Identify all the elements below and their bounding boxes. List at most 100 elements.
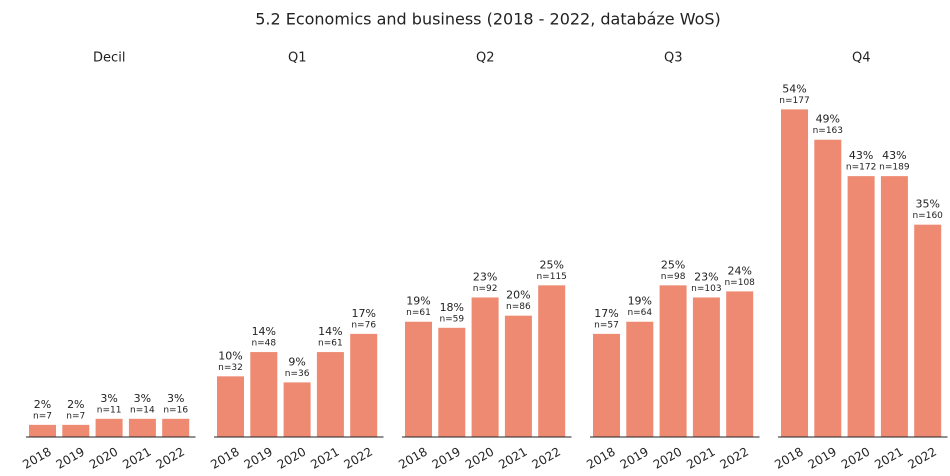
- count-label: n=160: [912, 211, 943, 221]
- bar: [847, 176, 875, 437]
- count-label: n=163: [813, 126, 843, 136]
- x-tick-label: 2021: [684, 445, 717, 472]
- bar: [814, 139, 842, 437]
- bar: [504, 315, 532, 437]
- panel-title: Q4: [852, 51, 871, 66]
- x-tick-label: 2022: [153, 445, 186, 472]
- bar: [471, 297, 499, 437]
- panel-title: Q2: [476, 51, 495, 66]
- x-tick-label: 2018: [208, 445, 241, 472]
- bar: [726, 291, 754, 437]
- bar: [128, 418, 156, 437]
- x-tick-label: 2022: [905, 445, 938, 472]
- value-label: 3%: [100, 392, 117, 405]
- value-label: 18%: [440, 301, 464, 314]
- value-label: 25%: [661, 258, 685, 271]
- value-label: 2%: [67, 398, 84, 411]
- bar: [880, 176, 908, 437]
- count-label: n=108: [724, 278, 755, 288]
- bar: [350, 333, 378, 437]
- x-tick-label: 2020: [463, 445, 496, 472]
- chart-title: 5.2 Economics and business (2018 - 2022,…: [255, 10, 721, 29]
- count-label: n=86: [506, 302, 531, 312]
- bar: [217, 376, 244, 437]
- count-label: n=98: [661, 272, 686, 282]
- count-label: n=92: [473, 284, 498, 294]
- bar: [626, 321, 654, 437]
- x-tick-label: 2021: [120, 445, 153, 472]
- value-label: 10%: [218, 349, 242, 362]
- x-tick-label: 2022: [341, 445, 374, 472]
- x-tick-label: 2020: [839, 445, 872, 472]
- x-tick-label: 2018: [772, 445, 805, 472]
- bar: [29, 424, 56, 437]
- value-label: 43%: [849, 149, 873, 162]
- bar: [162, 418, 190, 437]
- value-label: 49%: [816, 113, 840, 126]
- count-label: n=115: [536, 272, 566, 282]
- bar: [283, 382, 311, 437]
- bar: [538, 285, 566, 437]
- count-label: n=14: [130, 405, 155, 415]
- bar: [914, 224, 942, 437]
- count-label: n=61: [406, 308, 431, 318]
- value-label: 9%: [288, 355, 305, 368]
- value-label: 3%: [167, 392, 184, 405]
- panel-title: Q1: [288, 51, 307, 66]
- count-label: n=64: [627, 308, 652, 318]
- x-tick-label: 2019: [806, 445, 839, 472]
- value-label: 14%: [318, 325, 342, 338]
- bar: [438, 327, 466, 437]
- panel-title: Decil: [93, 51, 125, 66]
- bar: [316, 352, 344, 437]
- x-tick-label: 2021: [496, 445, 529, 472]
- value-label: 17%: [594, 307, 618, 320]
- count-label: n=16: [163, 405, 188, 415]
- x-tick-label: 2020: [651, 445, 684, 472]
- value-label: 43%: [882, 149, 906, 162]
- x-tick-label: 2019: [54, 445, 87, 472]
- count-label: n=189: [879, 163, 910, 173]
- bar: [781, 109, 808, 438]
- value-label: 3%: [134, 392, 151, 405]
- x-tick-label: 2018: [20, 445, 53, 472]
- x-tick-label: 2019: [242, 445, 275, 472]
- x-tick-label: 2021: [308, 445, 341, 472]
- count-label: n=177: [779, 96, 809, 106]
- bar: [250, 352, 278, 437]
- bar: [659, 285, 687, 437]
- count-label: n=172: [846, 163, 876, 173]
- bar: [62, 424, 90, 437]
- value-label: 35%: [915, 198, 939, 211]
- value-label: 2%: [34, 398, 51, 411]
- x-tick-label: 2022: [717, 445, 750, 472]
- x-tick-label: 2021: [872, 445, 905, 472]
- value-label: 19%: [406, 295, 430, 308]
- value-label: 23%: [473, 270, 497, 283]
- value-label: 24%: [727, 264, 751, 277]
- x-tick-label: 2020: [87, 445, 120, 472]
- value-label: 54%: [782, 82, 806, 95]
- x-tick-label: 2019: [618, 445, 651, 472]
- x-tick-label: 2018: [584, 445, 617, 472]
- count-label: n=7: [66, 411, 85, 421]
- value-label: 20%: [506, 289, 530, 302]
- count-label: n=57: [594, 320, 619, 330]
- count-label: n=36: [285, 369, 310, 379]
- count-label: n=103: [691, 284, 721, 294]
- count-label: n=11: [97, 405, 122, 415]
- value-label: 25%: [539, 258, 563, 271]
- bar: [405, 321, 432, 437]
- x-tick-label: 2018: [396, 445, 429, 472]
- count-label: n=7: [33, 411, 52, 421]
- x-tick-label: 2022: [529, 445, 562, 472]
- value-label: 23%: [694, 270, 718, 283]
- count-label: n=59: [439, 314, 464, 324]
- x-tick-label: 2020: [275, 445, 308, 472]
- value-label: 17%: [351, 307, 375, 320]
- count-label: n=76: [351, 320, 376, 330]
- count-label: n=61: [318, 339, 343, 349]
- bar: [593, 333, 620, 437]
- count-label: n=32: [218, 363, 243, 373]
